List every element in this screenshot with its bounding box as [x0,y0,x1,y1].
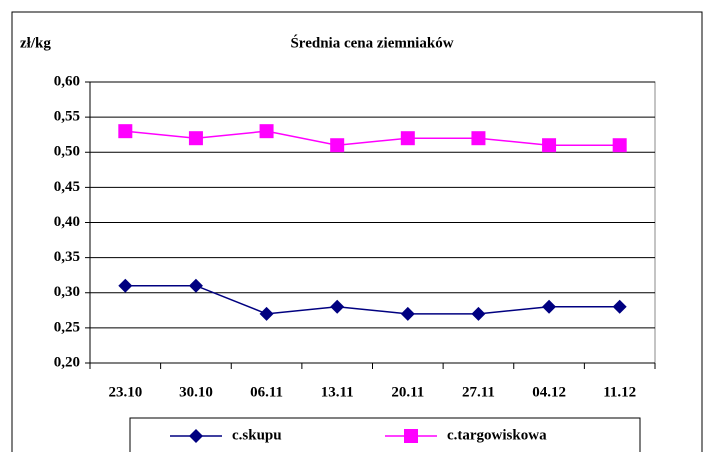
point [330,138,345,153]
y-tick-label: 0,40 [54,214,80,230]
y-tick-label: 0,30 [54,284,80,300]
x-tick-label: 30.10 [179,384,213,400]
point [612,138,627,153]
point [400,306,415,321]
y-tick-label: 0,35 [54,249,80,265]
point [188,278,203,293]
y-tick-label: 0,50 [54,144,80,160]
x-tick-label: 23.10 [108,384,142,400]
legend-marker [189,429,203,443]
y-tick-label: 0,25 [54,319,80,335]
y-axis-label: zł/kg [20,35,51,51]
legend-box [129,417,641,452]
y-tick-label: 0,55 [54,109,80,125]
point [118,278,133,293]
chart-frame [11,11,703,452]
point [471,306,486,321]
point [400,131,415,146]
x-tick-label: 20.11 [391,384,424,400]
point [542,299,557,314]
point [259,124,274,139]
x-tick-label: 06.11 [250,384,283,400]
y-tick-label: 0,45 [54,179,80,195]
y-tick-label: 0,20 [54,354,80,370]
x-tick-label: 04.12 [532,384,566,400]
line [125,284,620,315]
point [330,299,345,314]
point [471,131,486,146]
x-tick-label: 27.11 [462,384,495,400]
chart-title: Średnia cena ziemniaków [290,34,453,51]
line [125,130,620,146]
legend-label: c.skupu [232,427,282,443]
point [118,124,133,139]
legend-label: c.targowiskowa [447,427,547,443]
point [188,131,203,146]
legend-marker [404,429,418,443]
y-tick-label: 0,60 [54,73,80,89]
point [612,299,627,314]
x-tick-label: 13.11 [321,384,354,400]
x-tick-label: 11.12 [603,384,636,400]
point [542,138,557,153]
point [259,306,274,321]
